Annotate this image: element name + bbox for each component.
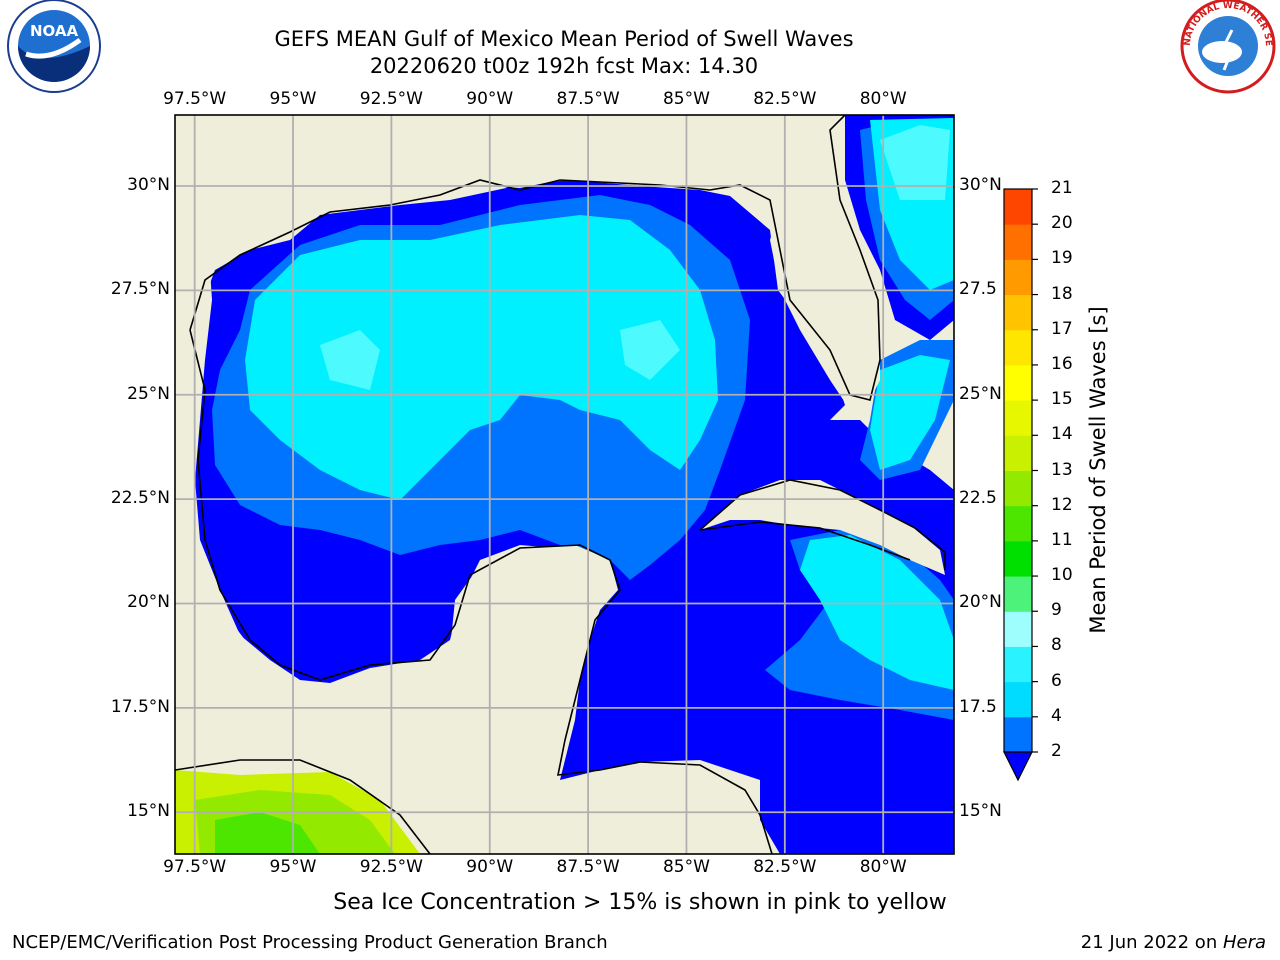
lon-label-top: 95°W <box>269 89 317 109</box>
colorbar-segment <box>1004 189 1032 225</box>
lat-label-left: 15°N <box>127 801 170 822</box>
colorbar-tick-label: 21 <box>1051 178 1073 198</box>
lat-label-right: 30°N <box>959 174 1002 195</box>
colorbar-segment <box>1004 716 1032 753</box>
colorbar-label: Mean Period of Swell Waves [s] <box>1086 306 1110 634</box>
lat-label-right: 20°N <box>959 592 1002 613</box>
lat-label-right: 27.5 <box>959 279 997 300</box>
lon-label-bottom: 87.5°W <box>556 857 620 877</box>
colorbar-tick-label: 15 <box>1051 389 1073 410</box>
colorbar-tick-label: 16 <box>1051 353 1073 374</box>
land-masses <box>175 115 945 854</box>
colorbar-segment <box>1004 681 1032 718</box>
lat-label-right: 15°N <box>959 801 1002 822</box>
lat-label-left: 30°N <box>127 174 170 195</box>
colorbar-tick-label: 6 <box>1051 670 1062 691</box>
date-text: 21 Jun 2022 on Hera <box>1081 932 1266 953</box>
colorbar-segment <box>1004 400 1032 436</box>
colorbar-segment <box>1004 435 1032 471</box>
colorbar-segment <box>1004 224 1032 260</box>
lon-label-top: 85°W <box>662 89 710 109</box>
lon-label-top: 90°W <box>466 89 514 109</box>
lon-label-bottom: 97.5°W <box>163 857 227 877</box>
lon-label-bottom: 82.5°W <box>753 857 817 877</box>
svg-text:NOAA: NOAA <box>30 22 79 40</box>
coastline <box>175 115 946 854</box>
map-title: GEFS MEAN Gulf of Mexico Mean Period of … <box>274 27 854 51</box>
lon-label-top: 80°W <box>859 89 907 109</box>
colorbar-under-arrow <box>1003 751 1033 782</box>
colorbar-segment <box>1004 540 1032 577</box>
lon-label-top: 97.5°W <box>163 89 227 109</box>
lon-label-top: 92.5°W <box>359 89 423 109</box>
colorbar-segment <box>1004 329 1032 366</box>
noaa-logo: NOAA <box>7 0 101 93</box>
lon-label-bottom: 92.5°W <box>359 857 423 877</box>
colorbar-tick-label: 8 <box>1051 635 1062 656</box>
colorbar-segment <box>1004 646 1032 683</box>
svg-text:NATIONAL WEATHER SERVICE: NATIONAL WEATHER SERVICE <box>0 0 1273 47</box>
lon-label-bottom: 95°W <box>269 857 317 877</box>
period-band-6-8 <box>320 125 950 390</box>
period-band-4-6 <box>245 215 718 500</box>
graticule <box>175 115 954 854</box>
lat-label-left: 17.5°N <box>110 696 170 717</box>
lat-label-right: 25°N <box>959 383 1002 404</box>
colorbar-tick-label: 2 <box>1051 741 1062 761</box>
lon-label-bottom: 90°W <box>466 857 514 877</box>
lat-label-left: 27.5°N <box>110 279 170 300</box>
lat-label-left: 22.5°N <box>110 488 170 509</box>
colorbar-tick-label: 12 <box>1051 494 1073 515</box>
map-subtitle: 20220620 t00z 192h fcst Max: 14.30 <box>369 54 759 78</box>
colorbar-tick-label: 13 <box>1051 459 1073 480</box>
lon-label-bottom: 80°W <box>859 857 907 877</box>
colorbar-tick-label: 14 <box>1051 424 1073 445</box>
lon-label-top: 87.5°W <box>556 89 620 109</box>
colorbar-tick-label: 9 <box>1051 600 1062 621</box>
colorbar-segment <box>1004 364 1032 401</box>
lat-label-left: 20°N <box>127 592 170 613</box>
lon-label-bottom: 85°W <box>662 857 710 877</box>
colorbar-segment <box>1004 470 1032 507</box>
colorbar <box>1003 188 1038 782</box>
colorbar-segment <box>1004 505 1032 542</box>
lat-label-right: 17.5 <box>959 696 997 717</box>
lat-label-right: 22.5 <box>959 488 997 509</box>
sea-ice-note: Sea Ice Concentration > 15% is shown in … <box>333 890 947 915</box>
colorbar-tick-label: 4 <box>1051 705 1062 726</box>
lat-label-left: 25°N <box>127 383 170 404</box>
colorbar-tick-label: 20 <box>1051 213 1073 234</box>
colorbar-segment <box>1004 576 1032 612</box>
date-value: 21 Jun 2022 on <box>1080 932 1223 953</box>
colorbar-tick-label: 19 <box>1051 248 1073 269</box>
colorbar-tick-label: 17 <box>1051 318 1073 339</box>
nws-logo: NATIONAL WEATHER SERVICE <box>0 0 1276 94</box>
colorbar-segment <box>1004 259 1032 296</box>
colorbar-tick-label: 11 <box>1051 529 1073 550</box>
colorbar-segment <box>1004 611 1032 647</box>
credit-text: NCEP/EMC/Verification Post Processing Pr… <box>12 932 608 953</box>
colorbar-tick-label: 18 <box>1051 283 1073 304</box>
map-frame <box>174 114 955 855</box>
colorbar-tick-label: 10 <box>1051 565 1073 586</box>
colorbar-segment <box>1004 294 1032 331</box>
machine-name: Hera <box>1222 932 1266 953</box>
lon-label-top: 82.5°W <box>753 89 817 109</box>
